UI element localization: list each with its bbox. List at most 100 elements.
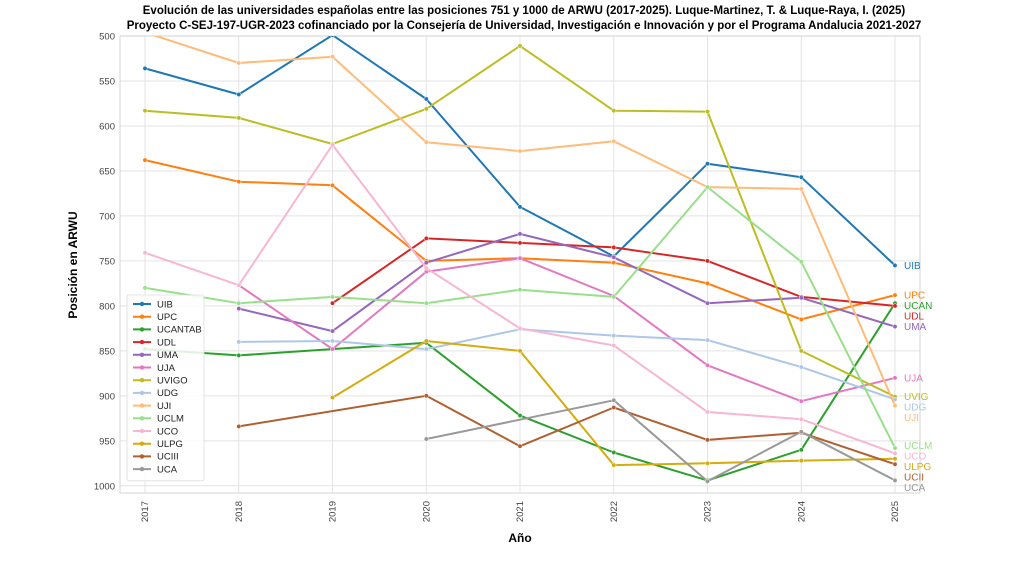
x-tick-label: 2018 <box>234 501 245 522</box>
series-udg <box>236 326 898 402</box>
data-point <box>611 108 617 114</box>
data-point <box>517 413 523 419</box>
data-point <box>142 65 148 71</box>
y-tick-label: 750 <box>99 256 115 267</box>
end-label-uco: UCO <box>904 452 926 463</box>
data-point <box>517 148 523 154</box>
legend-label: UMA <box>157 350 179 361</box>
data-point <box>330 182 335 188</box>
legend-swatch-marker <box>139 339 145 345</box>
end-label-ulpg: ULPG <box>904 462 931 473</box>
data-point <box>705 109 710 115</box>
legend-swatch-marker <box>139 416 145 421</box>
data-point <box>798 316 804 322</box>
data-point <box>798 416 804 422</box>
y-tick-label: 700 <box>99 211 115 222</box>
data-point <box>705 478 710 484</box>
data-point <box>892 445 898 451</box>
data-point <box>798 174 804 180</box>
data-point <box>330 294 335 300</box>
data-point <box>611 294 617 300</box>
end-label-uca: UCA <box>904 483 925 494</box>
data-point <box>798 458 804 464</box>
data-point <box>892 292 898 298</box>
data-point <box>611 462 617 468</box>
legend-swatch-marker <box>139 352 145 357</box>
data-point <box>236 282 242 288</box>
legend-swatch-marker <box>139 314 145 319</box>
legend-swatch-marker <box>139 454 145 459</box>
legend-label: UCANTAB <box>157 325 202 336</box>
data-point <box>423 338 429 344</box>
data-point <box>892 456 898 462</box>
data-point <box>517 348 523 354</box>
data-point <box>798 429 804 435</box>
data-point <box>517 231 523 237</box>
data-point <box>798 447 804 453</box>
legend-swatch-marker <box>139 365 145 370</box>
data-point <box>892 450 898 456</box>
data-point <box>236 300 242 306</box>
data-point <box>611 138 617 144</box>
legend-swatch-marker <box>139 390 145 396</box>
legend-item-uciii: UCIII <box>133 452 179 463</box>
data-point <box>611 405 617 410</box>
data-point <box>330 36 335 38</box>
x-tick-label: 2023 <box>703 501 714 522</box>
data-point <box>705 258 710 264</box>
legend-swatch-marker <box>139 327 145 332</box>
y-tick-label: 800 <box>99 301 115 312</box>
legend-item-udg: UDG <box>133 388 178 399</box>
legend-item-uma: UMA <box>133 350 179 361</box>
series-line <box>238 394 896 466</box>
data-point <box>236 306 242 312</box>
data-point <box>892 403 898 409</box>
end-label-uib: UIB <box>904 261 921 272</box>
legend-label: UVIGO <box>157 376 188 387</box>
legend-item-uvigo: UVIGO <box>133 376 188 387</box>
legend-item-uca: UCA <box>133 464 178 475</box>
data-point <box>892 262 898 268</box>
data-point <box>423 265 429 271</box>
legend-label: UCLM <box>157 414 184 425</box>
data-point <box>705 280 710 286</box>
legend-label: UDG <box>157 388 178 399</box>
series-uciii <box>236 393 898 467</box>
x-tick-label: 2021 <box>515 501 526 522</box>
x-tick-label: 2019 <box>328 501 339 522</box>
data-point <box>330 142 335 148</box>
legend-item-uji: UJI <box>133 401 171 412</box>
plot-frame <box>119 35 921 494</box>
data-point <box>892 375 898 381</box>
data-point <box>330 54 335 60</box>
legend-label: UCO <box>157 426 178 437</box>
legend-label: UJA <box>157 363 176 374</box>
data-point <box>142 285 148 291</box>
legend-swatch-marker <box>139 441 145 446</box>
legend-label: UJI <box>157 401 171 412</box>
legend-item-uib: UIB <box>133 299 173 310</box>
x-axis-label: Año <box>508 531 531 545</box>
legend-label: UPC <box>157 312 177 323</box>
x-tick-label: 2017 <box>140 501 151 522</box>
x-tick-label: 2022 <box>609 501 620 522</box>
data-point <box>236 179 242 185</box>
data-point <box>423 436 429 442</box>
data-point <box>611 450 617 455</box>
series-line <box>238 257 896 403</box>
y-tick-label: 650 <box>99 166 115 177</box>
data-point <box>892 324 898 330</box>
end-label-uma: UMA <box>904 322 927 333</box>
data-point <box>423 300 429 306</box>
legend-item-uclm: UCLM <box>133 414 184 425</box>
data-point <box>705 460 710 466</box>
end-label-uji: UJI <box>904 413 919 424</box>
series-line <box>238 232 896 333</box>
y-tick-label: 1000 <box>94 481 115 492</box>
data-point <box>517 443 523 449</box>
end-label-uciii: UCII <box>904 473 924 484</box>
data-point <box>517 204 523 210</box>
data-point <box>611 343 617 348</box>
data-point <box>423 235 429 241</box>
